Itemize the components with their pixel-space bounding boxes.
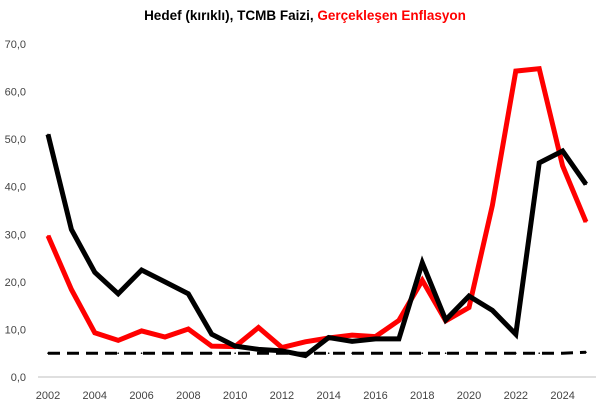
chart-title-part-2: Gerçekleşen Enflasyon	[317, 8, 466, 23]
data-point	[374, 338, 377, 340]
data-point	[304, 354, 307, 357]
chart-title-part-1: Hedef (kırıklı), TCMB Faizi,	[144, 8, 318, 23]
data-point	[164, 352, 166, 355]
x-tick-label: 2010	[223, 390, 247, 402]
data-point	[421, 279, 424, 282]
data-point	[234, 345, 236, 347]
y-tick-label: 30,0	[5, 229, 26, 241]
data-point	[187, 352, 190, 355]
data-point	[561, 164, 564, 167]
y-tick-label: 0,0	[11, 372, 26, 384]
x-axis-tick-labels: 2002 2004 2006 2008 2010 2012 2014 2016 2018 2020…	[36, 390, 575, 402]
y-axis-tick-labels: 0,0 10,0 20,0 30,0 40,0 50,0 60,0 70,0	[5, 39, 26, 384]
series-layer	[45, 65, 589, 359]
data-point	[327, 336, 330, 339]
data-point	[421, 262, 424, 264]
data-point	[538, 352, 541, 355]
data-point	[70, 352, 73, 355]
data-point	[468, 306, 470, 309]
chart-title: Hedef (kırıklı), TCMB Faizi, Gerçekleşen…	[0, 8, 610, 23]
data-point	[538, 67, 541, 70]
series-0	[47, 350, 587, 355]
data-point	[515, 352, 517, 355]
data-point	[70, 228, 73, 231]
data-point	[491, 309, 494, 312]
data-point	[93, 331, 96, 334]
x-tick-label: 2022	[504, 390, 528, 402]
data-point	[187, 292, 190, 295]
data-point	[117, 352, 119, 355]
data-point	[398, 352, 400, 355]
x-tick-label: 2024	[550, 390, 574, 402]
data-point	[444, 319, 447, 321]
data-point	[327, 352, 330, 355]
x-tick-label: 2012	[270, 390, 294, 402]
x-tick-label: 2014	[316, 390, 340, 402]
data-point	[491, 352, 494, 355]
y-tick-label: 60,0	[5, 87, 26, 99]
data-point	[117, 292, 119, 295]
data-point	[117, 339, 119, 342]
data-point	[281, 346, 283, 349]
data-point	[70, 288, 73, 291]
data-point	[93, 352, 96, 355]
data-point	[585, 221, 587, 223]
series-line-2	[45, 133, 589, 359]
x-tick-label: 2020	[457, 390, 481, 402]
data-point	[468, 352, 470, 355]
x-tick-label: 2008	[176, 390, 200, 402]
series-line-1	[45, 65, 589, 351]
data-point	[444, 352, 447, 355]
data-point	[164, 281, 166, 283]
data-point	[257, 352, 260, 355]
data-point	[515, 333, 517, 335]
data-point	[374, 352, 377, 355]
series-line-0	[48, 350, 587, 355]
series-1	[45, 65, 589, 351]
data-point	[398, 319, 400, 322]
data-point	[491, 204, 494, 207]
data-point	[210, 333, 213, 335]
x-tick-label: 2004	[83, 390, 107, 402]
x-tick-label: 2016	[363, 390, 387, 402]
data-point	[47, 133, 49, 136]
data-point	[93, 271, 96, 274]
data-point	[164, 336, 166, 338]
data-point	[561, 150, 564, 152]
data-point	[281, 350, 283, 352]
y-tick-label: 10,0	[5, 324, 26, 336]
y-tick-label: 40,0	[5, 182, 26, 194]
data-point	[140, 330, 143, 332]
data-point	[257, 348, 260, 351]
data-point	[304, 340, 307, 343]
data-point	[187, 328, 190, 330]
data-point	[561, 352, 564, 355]
series-2	[45, 133, 589, 359]
data-point	[140, 352, 143, 355]
x-tick-label: 2006	[129, 390, 153, 402]
data-point	[468, 295, 470, 297]
data-point	[585, 351, 587, 354]
data-point	[351, 334, 353, 336]
data-point	[140, 269, 143, 271]
data-point	[585, 183, 587, 186]
data-point	[210, 352, 213, 355]
data-point	[421, 352, 424, 355]
y-tick-label: 20,0	[5, 277, 26, 289]
data-point	[351, 340, 353, 343]
x-tick-label: 2002	[36, 390, 60, 402]
data-point	[538, 162, 541, 164]
data-point	[234, 352, 236, 355]
data-point	[210, 345, 213, 347]
x-tick-label: 2018	[410, 390, 434, 402]
data-point	[47, 234, 49, 237]
data-point	[47, 352, 49, 355]
y-tick-label: 70,0	[5, 39, 26, 51]
data-point	[515, 70, 517, 72]
data-point	[257, 326, 260, 329]
data-point	[398, 338, 400, 340]
data-point	[351, 352, 353, 355]
y-tick-label: 50,0	[5, 134, 26, 146]
